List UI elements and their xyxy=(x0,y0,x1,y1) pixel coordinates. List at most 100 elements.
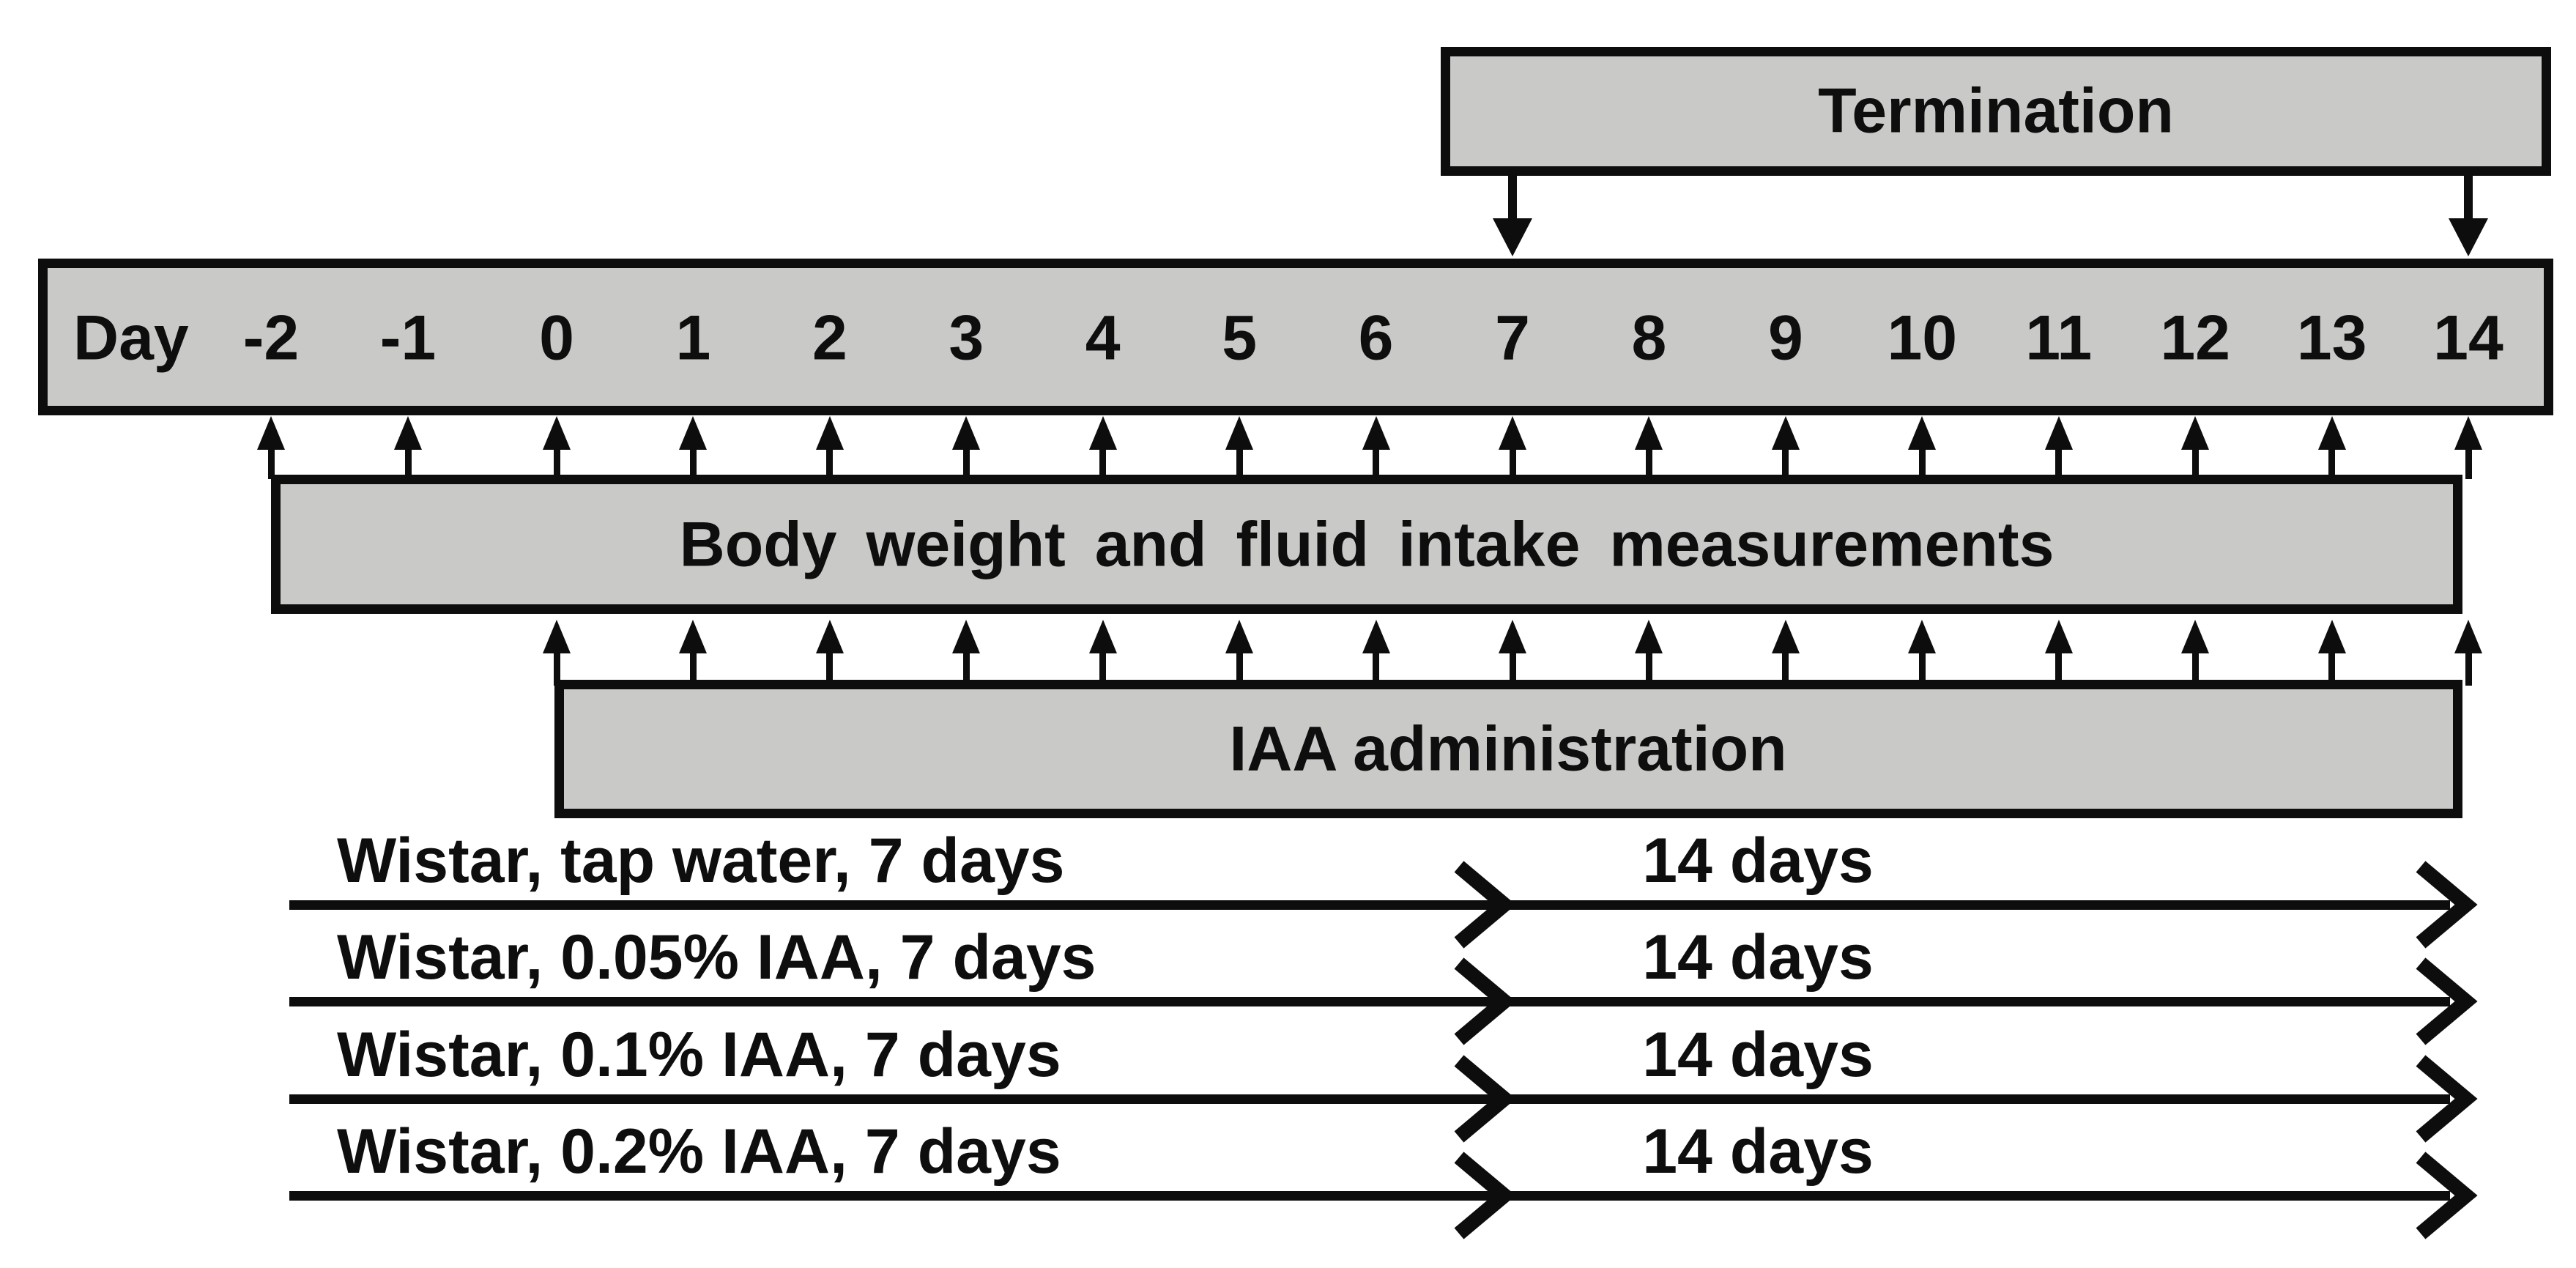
arrow-head-icon xyxy=(1499,620,1526,653)
arrow-head-icon xyxy=(543,620,571,653)
arrow-head-icon xyxy=(2044,620,2073,653)
arrow-shaft xyxy=(404,447,412,479)
day-tick-label: 7 xyxy=(1495,303,1530,374)
group-label: Wistar, 0.05% IAA, 7 days xyxy=(337,922,1096,993)
measurements-box xyxy=(271,475,2462,614)
day-tick-label: -1 xyxy=(379,303,437,374)
iaa-up-arrow xyxy=(2181,620,2210,686)
day-tick-label: -2 xyxy=(242,303,300,374)
arrow-head-icon xyxy=(394,416,422,450)
measurement-up-arrow xyxy=(1499,416,1526,479)
arrow-shaft xyxy=(689,447,697,479)
arrow-shaft xyxy=(267,447,275,479)
day-tick-label: 14 xyxy=(2433,303,2503,374)
arrow-head-icon xyxy=(2454,620,2483,653)
measurement-up-arrow xyxy=(1908,416,1937,479)
arrow-shaft xyxy=(1509,650,1516,686)
arrow-shaft xyxy=(1508,174,1517,220)
day-tick-label: 11 xyxy=(2025,303,2093,374)
arrow-shaft xyxy=(1236,650,1243,686)
measurement-up-arrow xyxy=(1635,416,1663,479)
arrow-shaft xyxy=(2328,447,2336,479)
arrow-head-icon xyxy=(1908,416,1937,450)
day-tick-label: 9 xyxy=(1767,303,1803,374)
measurement-up-arrow xyxy=(2181,416,2210,479)
termination-down-arrow xyxy=(2449,174,2489,256)
arrow-head-icon xyxy=(2181,620,2210,653)
arrow-shaft xyxy=(1645,650,1652,686)
arrow-head-icon xyxy=(815,416,844,450)
measurement-up-arrow xyxy=(394,416,422,479)
arrow-shaft xyxy=(826,650,834,686)
group-duration-label: 14 days xyxy=(1642,826,1874,896)
iaa-up-arrow xyxy=(543,620,571,686)
measurement-up-arrow xyxy=(257,416,285,479)
group-timeline-arrow xyxy=(289,1094,2450,1104)
arrow-shaft xyxy=(689,650,697,686)
arrow-shaft xyxy=(553,447,560,479)
group-label: Wistar, 0.1% IAA, 7 days xyxy=(337,1020,1061,1090)
arrow-head-icon xyxy=(1908,620,1937,653)
group-label: Wistar, 0.2% IAA, 7 days xyxy=(337,1116,1061,1187)
arrowhead-chevron-icon xyxy=(1452,957,1518,1045)
arrow-shaft xyxy=(1373,447,1380,479)
iaa-up-arrow xyxy=(1635,620,1663,686)
group-timeline-arrow xyxy=(289,997,2450,1006)
day-tick-label: 2 xyxy=(812,303,847,374)
arrow-head-icon xyxy=(1771,620,1800,653)
day-tick-label: 10 xyxy=(1887,303,1958,374)
iaa-up-arrow xyxy=(1088,620,1117,686)
iaa-up-arrow xyxy=(1771,620,1800,686)
iaa-up-arrow xyxy=(1908,620,1937,686)
arrow-head-icon xyxy=(952,416,981,450)
arrowhead-chevron-icon xyxy=(1452,861,1518,949)
arrow-shaft xyxy=(2464,174,2473,220)
termination-down-arrow xyxy=(1493,174,1532,256)
arrow-head-icon xyxy=(815,620,844,653)
day-tick-label: 3 xyxy=(949,303,984,374)
arrow-head-icon xyxy=(1635,620,1663,653)
arrow-shaft xyxy=(1918,650,1926,686)
arrow-shaft xyxy=(2328,650,2336,686)
day-tick-label: 12 xyxy=(2160,303,2230,374)
arrow-shaft xyxy=(962,447,970,479)
arrow-head-icon xyxy=(257,416,285,450)
arrow-head-icon xyxy=(1225,416,1254,450)
group-duration-label: 14 days xyxy=(1642,922,1874,993)
arrow-head-icon xyxy=(1362,416,1390,450)
measurement-up-arrow xyxy=(1088,416,1117,479)
group-duration-label: 14 days xyxy=(1642,1020,1874,1090)
day-tick-label: 1 xyxy=(675,303,711,374)
day-tick-label: 6 xyxy=(1358,303,1394,374)
arrow-head-icon xyxy=(952,620,981,653)
arrow-shaft xyxy=(2465,650,2472,686)
arrow-shaft xyxy=(2191,447,2199,479)
day-tick-label: 5 xyxy=(1222,303,1258,374)
group-duration-label: 14 days xyxy=(1642,1116,1874,1187)
arrowhead-chevron-icon xyxy=(2413,1152,2479,1239)
iaa-box xyxy=(554,680,2462,818)
arrow-head-icon xyxy=(2449,218,2489,256)
arrow-shaft xyxy=(553,650,560,686)
arrow-shaft xyxy=(1099,447,1107,479)
measurement-up-arrow xyxy=(1362,416,1390,479)
arrow-head-icon xyxy=(2454,416,2483,450)
arrow-head-icon xyxy=(679,416,708,450)
iaa-up-arrow xyxy=(815,620,844,686)
group-timeline-arrow xyxy=(289,1191,2450,1201)
arrow-shaft xyxy=(1918,447,1926,479)
day-tick-label: 13 xyxy=(2296,303,2367,374)
measurement-up-arrow xyxy=(2454,416,2483,479)
arrow-head-icon xyxy=(2044,416,2073,450)
arrow-shaft xyxy=(1236,447,1243,479)
arrow-head-icon xyxy=(1499,416,1526,450)
iaa-up-arrow xyxy=(952,620,981,686)
measurements-label: Body weight and fluid intake measurement… xyxy=(679,509,2055,580)
termination-box xyxy=(1441,47,2551,176)
iaa-up-arrow xyxy=(2454,620,2483,686)
measurement-up-arrow xyxy=(1771,416,1800,479)
measurement-up-arrow xyxy=(815,416,844,479)
day-tick-label: 0 xyxy=(539,303,574,374)
day-tick-label: 4 xyxy=(1085,303,1121,374)
arrow-shaft xyxy=(826,447,834,479)
